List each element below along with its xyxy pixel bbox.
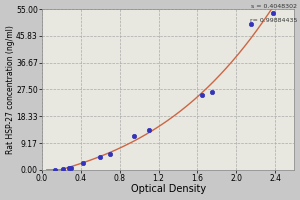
Point [108,152,112,155]
Point [67,167,72,170]
Point [69,166,74,169]
Point [271,12,275,15]
Point [61,168,66,171]
Text: r= 0.99884435: r= 0.99884435 [250,18,297,23]
Point [248,22,253,25]
X-axis label: Optical Density: Optical Density [131,184,206,194]
Text: s = 0.4048302: s = 0.4048302 [251,4,297,9]
Point [52,168,57,171]
Point [98,155,103,158]
Point [209,91,214,94]
Point [80,162,85,165]
Point [146,129,151,132]
Point [200,94,205,97]
Point [132,135,136,138]
Y-axis label: Rat HSP-27 concentration (ng/ml): Rat HSP-27 concentration (ng/ml) [6,25,15,154]
